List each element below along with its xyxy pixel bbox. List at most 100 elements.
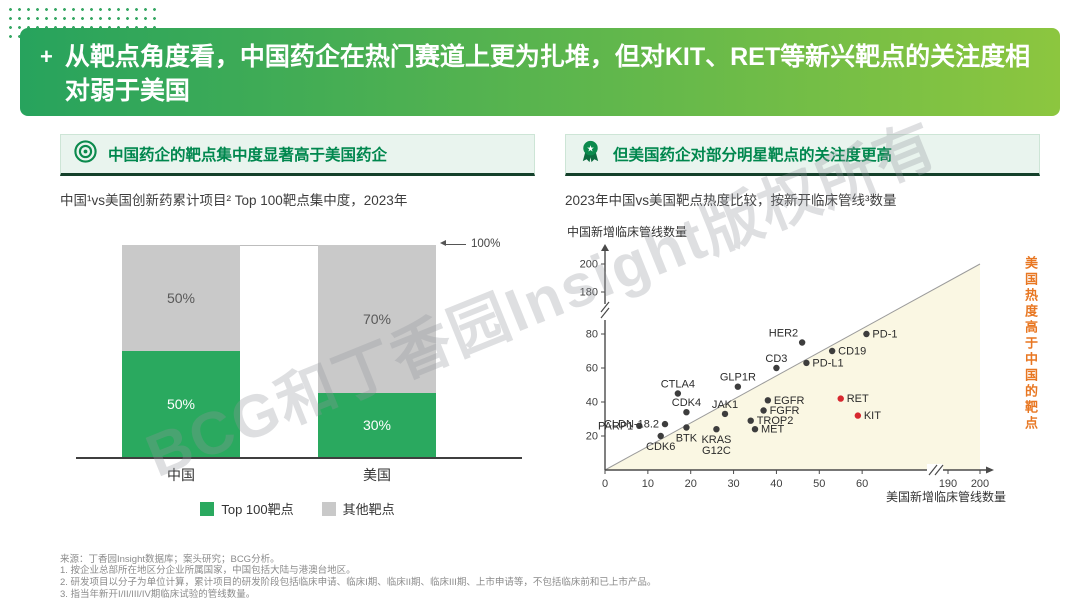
scatter-label-MET: MET — [761, 424, 785, 436]
y-tick-label: 200 — [580, 259, 598, 271]
bar-column-美国: 70% 30% — [318, 245, 436, 457]
scatter-point-KRAS — [713, 426, 720, 433]
header-banner: + 从靶点角度看，中国药企在热门赛道上更为扎堆，但对KIT、RET等新兴靶点的关… — [20, 28, 1060, 116]
y-axis-break-mark — [600, 301, 610, 313]
scatter-svg: 0 10 20 30 40 50 60 190 200 20 40 60 80 180 200 PARP1CL… — [580, 244, 994, 490]
bar-category-label: 中国 — [167, 467, 195, 483]
scatter-label-CTLA4: CTLA4 — [661, 379, 695, 391]
scatter-label-CDK6: CDK6 — [646, 441, 675, 453]
medal-icon: ★ — [578, 139, 603, 169]
scatter-point-GLP1R — [734, 383, 742, 390]
scatter-label-GLP1R: GLP1R — [720, 372, 756, 384]
bar-chart-legend: Top 100靶点 其他靶点 — [60, 499, 535, 518]
scatter-point-PD-1 — [863, 330, 870, 338]
scatter-label-EGFR: EGFR — [774, 395, 805, 407]
right-panel-title: 但美国药企对部分明星靶点的关注度更高 — [613, 147, 893, 164]
x-tick-label: 50 — [813, 478, 825, 490]
bar-axis-line — [76, 457, 522, 459]
scatter-point-EGFR — [764, 397, 772, 404]
source-note: 来源：丁香园Insight数据库；案头研究；BCG分析。 — [60, 553, 280, 565]
scatter-label-RET: RET — [847, 393, 869, 405]
footnote-1: 1. 按企业总部所在地区分企业所属国家，中国包括大陆与港澳台地区。 — [60, 565, 356, 577]
scatter-point-BTK — [683, 424, 690, 431]
y-axis-arrow — [601, 244, 609, 251]
hundred-percent-annotation: 100% — [440, 238, 501, 250]
scatter-label-KRAS: KRAS G12C — [701, 434, 731, 457]
left-panel-title: 中国药企的靶点集中度显著高于美国药企 — [108, 147, 388, 164]
stacked-bar-chart: 100% 50% 50% 中国 70% 30% 美国 — [60, 219, 530, 491]
left-panel-header: 中国药企的靶点集中度显著高于美国药企 — [60, 134, 535, 176]
scatter-point-CD3 — [773, 364, 780, 372]
scatter-y-axis-title: 中国新增临床管线数量 — [567, 225, 688, 239]
bar-category-label: 美国 — [363, 467, 391, 483]
scatter-label-CLDN-18.2: CLDN-18.2 — [604, 419, 659, 431]
plus-marker: + — [40, 44, 53, 69]
left-chart-subtitle: 中国¹vs美国创新药累计项目² Top 100靶点集中度，2023年 — [60, 193, 408, 208]
page-title: 从靶点角度看，中国药企在热门赛道上更为扎堆，但对KIT、RET等新兴靶点的关注度… — [64, 43, 1031, 105]
y-axis-break-mark — [600, 307, 610, 319]
x-tick-label: 30 — [727, 478, 739, 490]
scatter-label-BTK: BTK — [676, 433, 698, 445]
legend-label: Top 100靶点 — [221, 502, 294, 517]
right-panel: ★ 但美国药企对部分明星靶点的关注度更高 2023年中国vs美国靶点热度比较，按… — [565, 134, 1040, 505]
scatter-label-PARP1: PARP1 — [598, 420, 633, 432]
y-tick-label: 60 — [586, 363, 598, 375]
scatter-label-JAK1: JAK1 — [712, 399, 738, 411]
y-tick-label: 180 — [580, 287, 598, 299]
scatter-label-CDK4: CDK4 — [672, 397, 701, 409]
x-tick-label: 200 — [971, 478, 989, 490]
target-icon — [73, 139, 98, 169]
legend-swatch — [200, 501, 215, 516]
legend-label: 其他靶点 — [342, 502, 395, 517]
scatter-point-TROP2 — [747, 417, 754, 424]
scatter-point-JAK1 — [721, 410, 729, 418]
left-panel: 中国药企的靶点集中度显著高于美国药企 中国¹vs美国创新药累计项目² Top 1… — [60, 134, 535, 518]
bar-segment-other: 70% — [318, 245, 436, 394]
legend-item: Top 100靶点 — [200, 499, 294, 518]
x-axis-arrow — [986, 466, 994, 474]
scatter-point-MET — [751, 426, 759, 433]
annotation-label: 100% — [471, 238, 501, 250]
svg-text:★: ★ — [587, 144, 595, 154]
bar-segment-top100: 30% — [318, 393, 436, 457]
scatter-side-note: 美国热度高于中国的靶点 — [1023, 256, 1038, 432]
bar-top-connector — [240, 245, 318, 246]
scatter-point-HER2 — [798, 339, 806, 346]
scatter-point-CDK6 — [657, 432, 664, 440]
scatter-point-PD-L1 — [803, 359, 810, 367]
y-tick-label: 40 — [586, 397, 598, 409]
scatter-point-RET — [837, 395, 844, 402]
scatter-label-CD3: CD3 — [765, 353, 787, 365]
x-tick-label: 40 — [770, 478, 782, 490]
left-arrow-icon — [440, 240, 466, 247]
scatter-label-CD19: CD19 — [838, 346, 866, 358]
scatter-point-PARP1 — [636, 422, 643, 429]
x-tick-label: 190 — [939, 478, 957, 490]
scatter-label-PD-1: PD-1 — [872, 329, 897, 341]
diagonal-line — [604, 263, 981, 471]
footnote-3: 3. 指当年新开I/II/III/IV期临床试验的管线数量。 — [60, 589, 256, 601]
x-axis-break-mark — [928, 464, 938, 476]
scatter-label-TROP2: TROP2 — [757, 415, 794, 427]
scatter-label-PD-L1: PD-L1 — [812, 357, 843, 369]
right-chart-subtitle: 2023年中国vs美国靶点热度比较，按新开临床管线³数量 — [565, 193, 897, 208]
scatter-point-CD19 — [828, 347, 836, 355]
x-tick-label: 20 — [685, 478, 697, 490]
scatter-point-KIT — [854, 412, 862, 419]
bar-segment-top100: 50% — [122, 351, 240, 457]
scatter-point-CDK4 — [683, 409, 690, 416]
scatter-label-HER2: HER2 — [769, 328, 798, 340]
scatter-label-FGFR: FGFR — [770, 405, 800, 417]
x-tick-label: 60 — [856, 478, 868, 490]
bar-segment-other: 50% — [122, 245, 240, 351]
legend-swatch — [321, 501, 336, 516]
scatter-x-axis-title: 美国新增临床管线数量 — [885, 490, 1006, 504]
scatter-point-CTLA4 — [674, 390, 682, 397]
y-tick-label: 20 — [586, 431, 598, 443]
y-tick-label: 80 — [586, 329, 598, 341]
scatter-label-KIT: KIT — [864, 410, 881, 422]
x-tick-label: 0 — [602, 478, 608, 490]
scatter-point-FGFR — [760, 407, 767, 414]
footnote-2: 2. 研发项目以分子为单位计算，累计项目的研发阶段包括临床申请、临床I期、临床I… — [60, 577, 657, 589]
